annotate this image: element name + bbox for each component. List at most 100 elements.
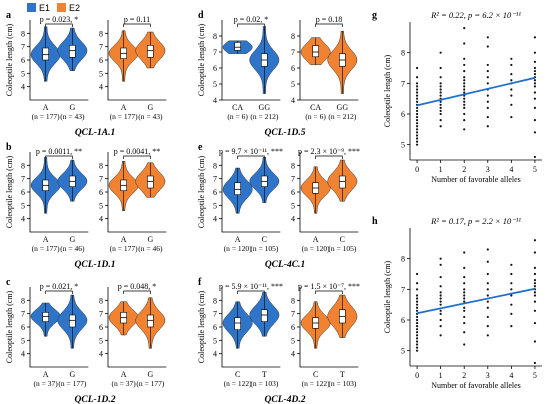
subplot-e2: 4 5 6 7 8 p = 0.11 A(n = 177) G(n = 43)	[99, 15, 167, 121]
y-tick-label: 6	[21, 323, 25, 332]
data-point	[533, 239, 537, 242]
y-tick-label: 5	[291, 201, 295, 210]
data-point	[439, 257, 442, 260]
data-point	[463, 300, 466, 303]
category-label: A	[121, 370, 127, 379]
data-point	[415, 318, 419, 322]
y-tick-label: 7	[401, 79, 405, 88]
y-tick-label: 5	[401, 141, 405, 150]
data-point	[415, 85, 419, 88]
data-point	[439, 309, 442, 312]
y-tick-label: 7	[291, 175, 295, 184]
panel-b: b QCL-1D.1 4 5 6 7 8 Coleoptile length (cm) p = …	[5, 142, 167, 270]
significance-bracket	[237, 290, 265, 294]
x-axis-label: Number of favorable alleles	[431, 175, 521, 184]
y-tick-label: 7	[213, 48, 217, 57]
data-point	[415, 97, 419, 100]
p-value-label: p = 0.18	[316, 15, 343, 24]
y-tick-label: 6	[99, 56, 103, 65]
y-tick-label: 5	[21, 69, 25, 78]
y-tick-label: 6	[291, 64, 295, 73]
p-value-label: p = 9.7 × 10⁻¹¹, ***	[219, 147, 283, 156]
data-point	[533, 79, 537, 82]
sample-size-label: (n = 105)	[328, 244, 356, 253]
panel-letter: d	[198, 10, 204, 21]
sample-size-label: (n = 177)	[110, 112, 138, 121]
data-point	[415, 143, 419, 146]
y-tick-label: 6	[401, 110, 405, 119]
data-point	[486, 69, 489, 73]
data-point	[415, 66, 419, 70]
data-point	[486, 125, 489, 128]
category-label: CA	[310, 103, 321, 112]
data-point	[533, 119, 537, 122]
y-tick-label: 6	[99, 188, 103, 197]
data-point	[486, 334, 489, 337]
qtl-name: QCL-1A.1	[75, 128, 115, 138]
data-point	[463, 63, 466, 67]
y-axis-label: Coleoptile length (cm)	[197, 23, 206, 96]
data-point	[533, 85, 537, 88]
data-point	[463, 103, 466, 106]
data-point	[463, 291, 466, 294]
data-point	[415, 91, 419, 94]
y-tick-label: 5	[213, 201, 217, 210]
p-value-label: p = 0.048, *	[118, 282, 157, 291]
data-point	[533, 282, 537, 285]
box-iqr	[234, 317, 241, 330]
data-point	[415, 343, 419, 346]
y-tick-label: 5	[99, 201, 103, 210]
data-point	[463, 42, 466, 45]
data-point	[463, 306, 466, 309]
legend-swatch-e1	[27, 3, 36, 12]
category-label: A	[121, 235, 127, 244]
data-point	[463, 128, 466, 131]
category-label: C	[313, 370, 318, 379]
category-label: A	[235, 235, 241, 244]
data-point	[439, 76, 442, 79]
y-tick-label: 8	[291, 161, 295, 170]
data-point	[510, 63, 513, 67]
y-tick-label: 4	[291, 350, 295, 359]
data-point	[510, 325, 513, 328]
data-point	[463, 106, 466, 109]
data-point	[439, 275, 442, 279]
significance-bracket	[123, 155, 151, 159]
data-point	[415, 331, 419, 334]
box-iqr	[339, 175, 346, 189]
legend-swatch-e2	[57, 3, 66, 12]
qtl-name: QCL-1D.5	[265, 128, 306, 138]
x-tick-label: 5	[533, 165, 537, 174]
data-point	[510, 294, 513, 297]
data-point	[439, 94, 442, 97]
sample-size-label: (n = 46)	[60, 244, 85, 253]
data-point	[415, 282, 419, 285]
sample-size-label: (n = 37)	[112, 379, 137, 388]
data-point	[533, 340, 537, 343]
data-point	[510, 312, 513, 315]
panel-g: g 5 6 7 8 0 1 2 3 4 5 Coleoptile length (cm) Number …	[372, 10, 542, 184]
data-point	[533, 91, 537, 94]
y-tick-label: 6	[213, 188, 217, 197]
sample-size-label: (n = 122)	[224, 379, 252, 388]
box-iqr	[147, 175, 154, 189]
data-point	[533, 321, 537, 325]
box-iqr	[42, 47, 49, 61]
data-point	[463, 315, 466, 319]
data-point	[533, 36, 537, 39]
x-tick-label: 4	[509, 165, 513, 174]
data-point	[439, 312, 442, 315]
data-point	[415, 349, 419, 352]
data-point	[463, 97, 466, 100]
sample-size-label: (n = 105)	[250, 244, 278, 253]
category-label: G	[147, 235, 153, 244]
y-tick-label: 8	[213, 32, 217, 41]
legend-label-e2: E2	[69, 3, 80, 13]
box-iqr	[234, 182, 241, 195]
sample-size-label: (n = 120)	[302, 244, 330, 253]
data-point	[486, 82, 489, 85]
panel-f: f QCL-4D.2 4 5 6 7 8 Coleoptile length (cm) p = …	[197, 277, 360, 404]
data-point	[463, 343, 466, 346]
y-tick-label: 7	[401, 285, 405, 294]
